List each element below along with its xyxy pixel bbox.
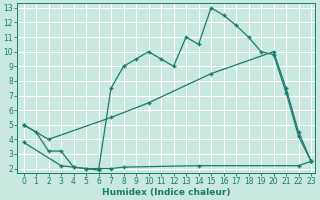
X-axis label: Humidex (Indice chaleur): Humidex (Indice chaleur) bbox=[102, 188, 230, 197]
